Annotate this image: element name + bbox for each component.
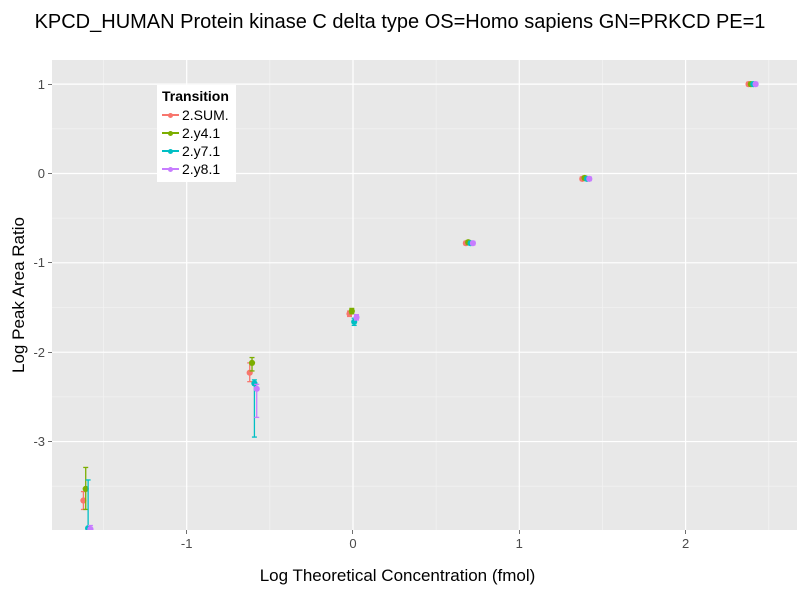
legend-key-icon [162, 143, 179, 160]
legend-item-2.y8.1: 2.y8.1 [162, 160, 229, 178]
data-point-2.y8.1 [752, 81, 759, 88]
y-tick-mark [48, 351, 52, 353]
y-tick-mark [48, 262, 52, 264]
legend-key-icon [162, 125, 179, 142]
x-axis-title: Log Theoretical Concentration (fmol) [259, 566, 536, 585]
data-point-2.y8.1 [253, 385, 260, 392]
data-point-2.y8.1 [586, 175, 593, 182]
data-point-2.SUM. [80, 497, 87, 504]
x-tick-label: 0 [349, 536, 357, 551]
legend-item-label: 2.y4.1 [182, 125, 221, 141]
data-point-2.y8.1 [469, 240, 476, 247]
x-tick-mark [685, 530, 687, 534]
x-tick-label: 1 [515, 536, 523, 551]
legend-item-label: 2.y8.1 [182, 161, 221, 177]
y-tick-mark [48, 172, 52, 174]
y-tick-mark [48, 441, 52, 443]
error-bar-2.y7.1 [85, 479, 91, 530]
y-tick-label: -3 [33, 434, 45, 450]
y-tick-mark [48, 83, 52, 85]
chart-title: KPCD_HUMAN Protein kinase C delta type O… [34, 11, 766, 33]
legend-key-icon [162, 107, 179, 124]
x-tick-mark [186, 530, 188, 534]
legend-item-2.y7.1: 2.y7.1 [162, 142, 229, 160]
legend-items: 2.SUM. 2.y4.1 2.y7.1 2.y8.1 [162, 106, 229, 178]
data-point-2.y8.1 [353, 314, 360, 321]
y-tick-label: -1 [33, 255, 45, 271]
legend-item-label: 2.SUM. [182, 107, 229, 123]
y-axis-title: Log Peak Area Ratio [9, 217, 28, 373]
x-tick-mark [518, 530, 520, 534]
data-point-2.y4.1 [348, 307, 355, 315]
legend-key-icon [162, 161, 179, 178]
x-tick-mark [352, 530, 354, 534]
data-point-2.y4.1 [82, 485, 89, 492]
y-tick-label: -2 [33, 344, 45, 360]
legend-item-label: 2.y7.1 [182, 143, 221, 159]
data-point-2.y8.1 [87, 526, 94, 530]
y-tick-label: 1 [37, 76, 45, 92]
legend-item-2.SUM.: 2.SUM. [162, 106, 229, 124]
x-tick-label: -1 [180, 536, 193, 551]
data-point-2.y7.1 [251, 380, 258, 387]
legend-item-2.y4.1: 2.y4.1 [162, 124, 229, 142]
y-tick-label: 0 [37, 165, 45, 181]
legend-title: Transition [162, 88, 229, 104]
x-tick-label: 2 [681, 536, 690, 551]
data-point-2.y4.1 [248, 359, 256, 367]
legend: Transition 2.SUM. 2.y4.1 2.y7.1 2.y8.1 [157, 85, 236, 182]
